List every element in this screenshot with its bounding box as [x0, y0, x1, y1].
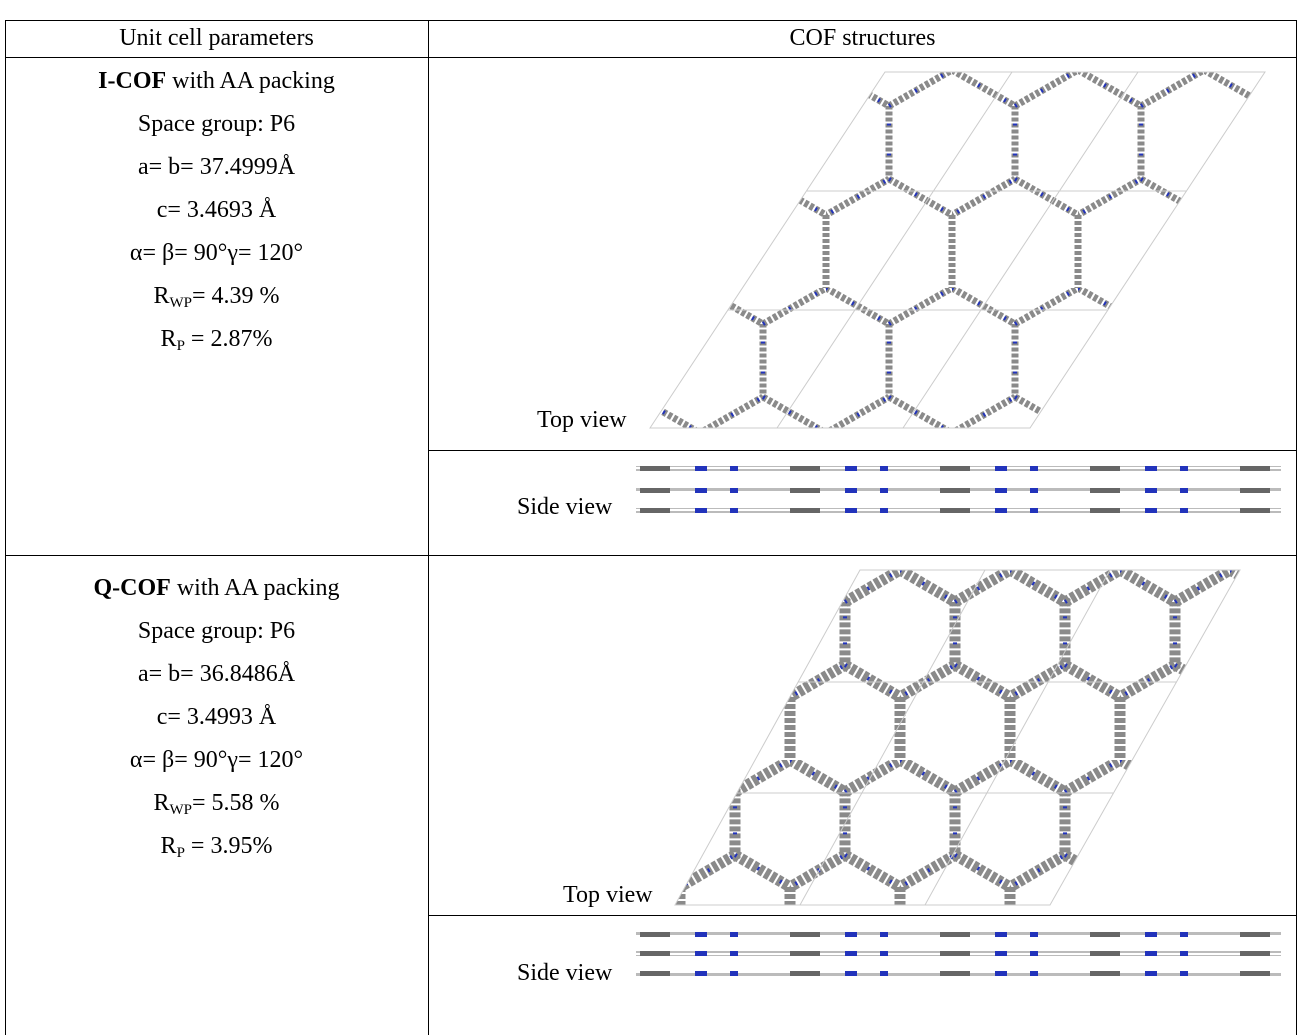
view-label: Top view: [563, 882, 653, 909]
view-label: Side view: [517, 960, 612, 987]
side-view-image: [636, 932, 1281, 976]
page: {"table":{"header":["Unit cell parameter…: [0, 0, 1298, 1035]
view-label: Side view: [517, 494, 612, 521]
view-label: Top view: [537, 407, 627, 434]
top-view-image: [600, 60, 1280, 440]
structure-images: [0, 0, 1298, 1035]
side-view-image: [636, 466, 1281, 513]
top-view-image: [600, 565, 1280, 910]
